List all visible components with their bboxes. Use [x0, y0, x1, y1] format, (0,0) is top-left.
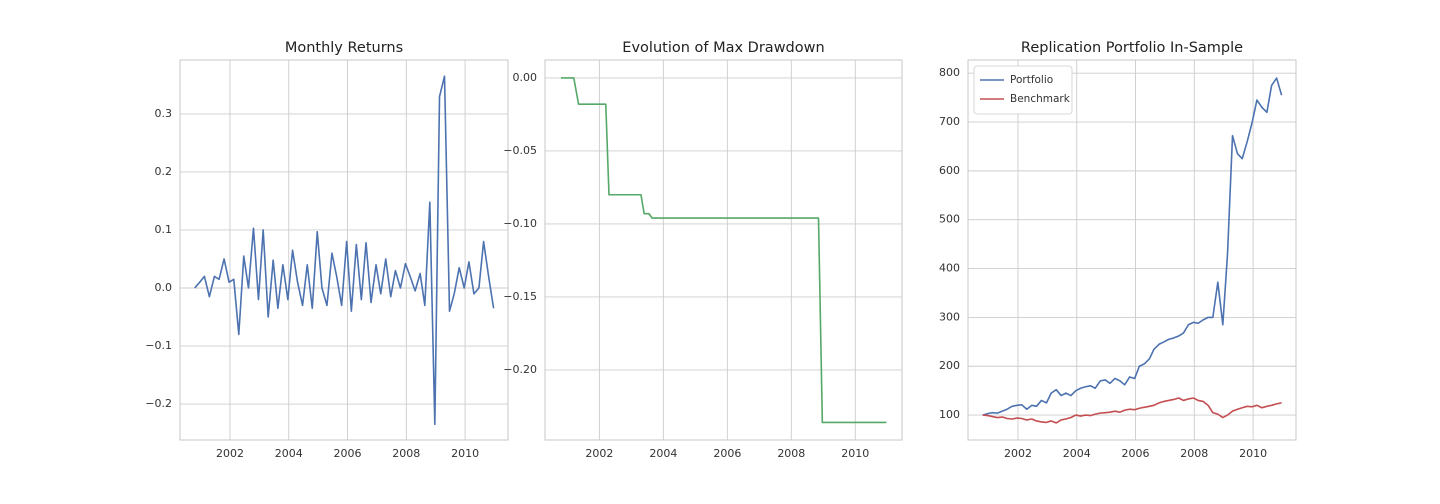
x-tick-label: 2010 — [841, 447, 869, 460]
y-tick-label: 400 — [939, 262, 960, 275]
subplot: Monthly Returns 2002 2004 2006 2008 2010 −0.2 −… — [145, 40, 509, 460]
x-tick-label: 2008 — [392, 447, 420, 460]
plot-frame — [544, 59, 903, 441]
x-tick-label: 2010 — [1239, 447, 1267, 460]
subplot: Evolution of Max Drawdown 2002 2004 2006 200… — [503, 40, 903, 460]
y-tick-label: 600 — [939, 164, 960, 177]
y-tick-label: 100 — [939, 408, 960, 421]
legend-box — [973, 65, 1073, 115]
y-tick-label: 0.0 — [155, 281, 173, 294]
y-tick-label: 0.3 — [155, 107, 173, 120]
y-tick-label: −0.05 — [503, 144, 537, 157]
x-tick-label: 2002 — [216, 447, 244, 460]
subplot: Replication Portfolio In-Sample 2002 2004 2… — [939, 40, 1297, 460]
y-tick-label: 0.2 — [155, 165, 173, 178]
y-tick-label: 200 — [939, 359, 960, 372]
y-tick-label: −0.10 — [503, 217, 537, 230]
chart-title: Monthly Returns — [285, 40, 403, 56]
x-tick-label: 2006 — [1122, 447, 1150, 460]
x-tick-label: 2004 — [1063, 447, 1091, 460]
chart-title: Evolution of Max Drawdown — [622, 40, 824, 56]
x-tick-label: 2010 — [451, 447, 479, 460]
x-tick-label: 2006 — [334, 447, 362, 460]
legend-label: Portfolio — [1010, 74, 1053, 86]
legend-label: Benchmark — [1010, 93, 1071, 105]
series-line — [982, 77, 1283, 416]
x-tick-label: 2006 — [713, 447, 741, 460]
series-line — [560, 77, 887, 424]
y-tick-label: 300 — [939, 310, 960, 323]
x-tick-label: 2002 — [1004, 447, 1032, 460]
y-tick-label: −0.1 — [145, 339, 172, 352]
x-tick-label: 2002 — [585, 447, 613, 460]
y-tick-label: 0.1 — [155, 223, 173, 236]
series-line — [982, 397, 1282, 424]
y-tick-label: −0.20 — [503, 363, 537, 376]
series-line — [194, 75, 495, 426]
x-tick-label: 2008 — [1180, 447, 1208, 460]
plot-frame — [179, 59, 509, 441]
y-tick-label: 500 — [939, 213, 960, 226]
plot-frame — [967, 59, 1297, 441]
y-tick-label: 0.00 — [513, 71, 538, 84]
x-tick-label: 2004 — [649, 447, 677, 460]
x-tick-label: 2008 — [777, 447, 805, 460]
y-tick-label: −0.15 — [503, 290, 537, 303]
y-tick-label: −0.2 — [145, 397, 172, 410]
y-tick-label: 800 — [939, 66, 960, 79]
chart-title: Replication Portfolio In-Sample — [1021, 40, 1243, 56]
y-tick-label: 700 — [939, 115, 960, 128]
x-tick-label: 2004 — [275, 447, 303, 460]
